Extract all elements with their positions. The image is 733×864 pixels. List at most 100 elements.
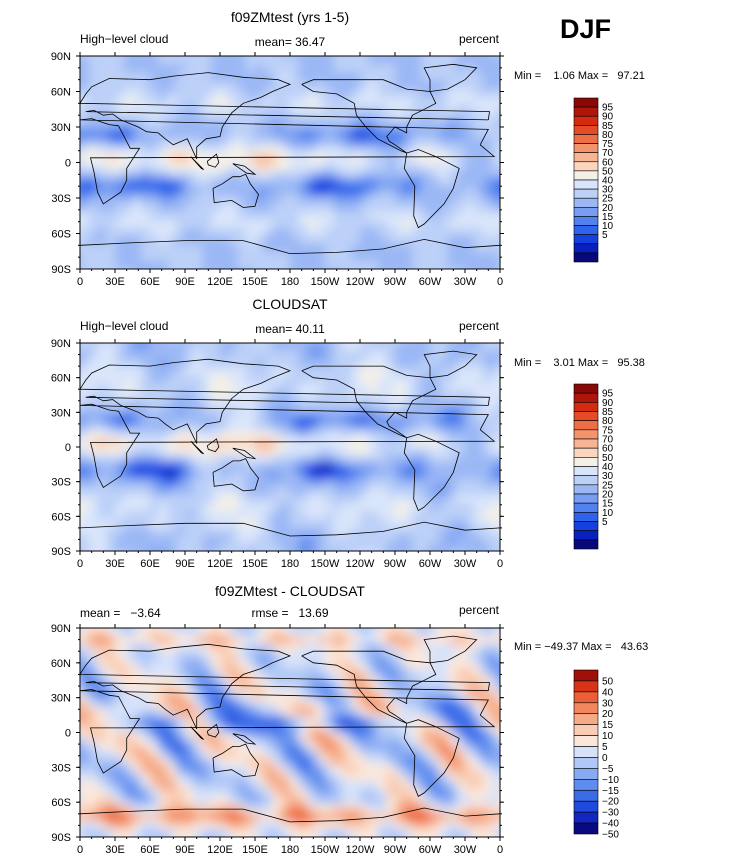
field-cell [403,519,414,528]
field-cell [220,154,230,164]
colorbar-box [573,493,599,504]
field-cell [193,415,204,424]
field-cell [316,146,326,155]
field-cell [473,187,484,196]
field-cell [500,64,509,73]
field-cell [211,391,221,400]
field-cell [193,796,204,806]
colorbar-box [573,475,599,486]
coastline [80,689,496,774]
field-cell [377,423,387,432]
field-cell [80,88,90,98]
field-cell [80,121,81,131]
field-cell [246,479,256,488]
field-cell [106,391,116,400]
field-cell [141,407,151,416]
field-cell [193,219,204,229]
field-cell [430,88,440,98]
map-field [80,628,500,837]
field-cell [220,105,230,114]
field-cell [202,431,212,440]
field-cell [298,407,309,416]
field-cell [158,716,169,726]
field-cell [377,788,387,798]
field-cell [97,660,107,669]
field-cell [132,219,142,229]
field-cell [167,495,177,504]
field-cell [176,748,186,758]
field-cell [360,471,370,480]
field-cell [255,244,265,254]
field-cell [263,708,274,718]
field-cell [351,668,361,677]
field-cell [298,511,309,520]
field-cell [342,351,352,360]
field-cell [237,211,247,221]
field-cell [80,828,81,837]
field-cell [281,80,291,90]
field-cell [500,56,509,65]
field-cell [473,260,484,269]
field-cell [465,748,475,758]
field-cell [255,676,265,685]
field-cell [106,56,116,57]
field-cell [307,764,317,774]
field-cell [263,780,274,790]
field-cell [465,756,475,766]
field-cell [421,383,431,392]
field-cell [237,64,247,73]
field-cell [360,700,370,709]
field-cell [333,244,344,254]
field-cell [421,644,431,653]
field-cell [115,788,125,798]
field-cell [333,756,344,766]
field-cell [263,72,274,82]
field-cell [430,644,440,653]
field-cell [351,80,361,90]
field-cell [185,780,195,790]
field-cell [97,652,107,661]
field-cell [211,780,221,790]
field-cell [430,80,440,90]
field-cell [351,724,361,734]
field-cell [377,162,387,172]
field-cell [395,187,405,196]
field-cell [438,636,449,645]
field-cell [298,252,309,262]
field-cell [88,796,99,806]
field-cell [176,676,186,685]
field-cell [167,764,177,774]
field-cell [80,772,90,782]
field-cell [421,121,431,131]
field-cell [456,772,466,782]
field-cell [290,162,300,172]
field-cell [193,636,204,645]
field-cell [377,772,387,782]
field-cell [377,195,387,205]
field-cell [88,211,99,221]
field-cell [97,415,107,424]
field-cell [158,756,169,766]
field-cell [465,121,475,131]
field-cell [456,415,466,424]
field-cell [412,244,422,254]
field-cell [465,644,475,653]
field-cell [88,764,99,774]
field-cell [325,80,335,90]
field-cell [438,439,449,448]
field-cell [290,351,300,360]
field-cell [158,137,169,147]
field-cell [473,351,484,360]
coastline [80,643,490,730]
field-cell [342,535,352,544]
field-cell [176,732,186,742]
field-cell [255,80,265,90]
field-cell [141,780,151,790]
field-cell [351,415,361,424]
field-cell [438,96,449,106]
field-cell [368,211,379,221]
field-cell [395,628,405,637]
field-cell [211,455,221,464]
field-cell [307,399,317,408]
field-cell [246,828,256,837]
